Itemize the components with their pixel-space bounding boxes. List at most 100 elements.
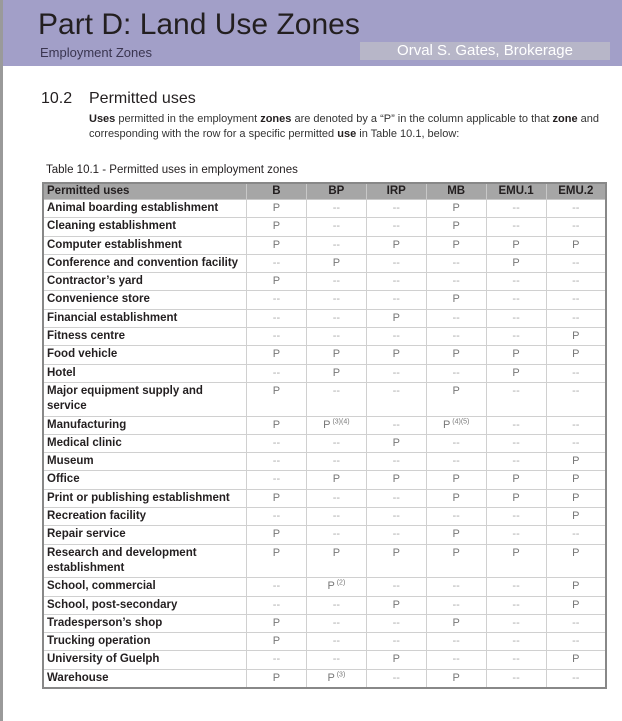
table-row: Fitness centre -- -- -- -- -- P	[42, 327, 607, 347]
permitted-uses-table: Permitted uses B BP IRP MB EMU.1 EMU.2 Animal …	[42, 182, 607, 690]
use-name: Food vehicle	[42, 345, 247, 365]
footnote-ref: (3)	[334, 671, 346, 679]
permission-cell: P	[485, 470, 547, 490]
permission-cell: --	[545, 525, 607, 545]
permission-cell: --	[545, 632, 607, 652]
intro-text: are denoted by a “P” in the column appli…	[291, 113, 553, 125]
table-row: Manufacturing P P (3)(4) -- P (4)(5) -- --	[42, 415, 607, 435]
permission-cell: P (3)	[305, 668, 367, 689]
permission-cell: --	[365, 217, 427, 237]
permission-cell: --	[485, 668, 547, 689]
permission-cell: --	[545, 272, 607, 292]
table-row: University of Guelph -- -- P -- -- P	[42, 650, 607, 670]
permission-cell: --	[545, 668, 607, 689]
permission-cell: P	[246, 632, 307, 652]
column-header: IRP	[365, 182, 427, 200]
permission-cell: --	[425, 595, 487, 615]
use-name: Trucking operation	[42, 632, 247, 652]
permission-cell: P	[485, 543, 547, 579]
use-name: Office	[42, 470, 247, 490]
permission-cell: --	[545, 308, 607, 329]
permission-cell: --	[545, 253, 607, 274]
permission-cell: P	[425, 543, 487, 579]
table-row: Medical clinic -- -- P -- -- --	[42, 433, 607, 454]
permission-cell: --	[485, 217, 547, 237]
permission-cell: P	[425, 198, 487, 219]
permission-cell: P	[425, 345, 487, 365]
table-row: School, post-secondary -- -- P -- -- P	[42, 595, 607, 615]
page-subtitle: Employment Zones	[40, 45, 152, 60]
permission-cell: --	[246, 577, 307, 597]
use-name: Museum	[42, 452, 247, 472]
permission-cell: P	[246, 668, 307, 689]
permission-cell: P	[545, 452, 607, 472]
column-header: B	[246, 182, 307, 200]
permission-cell: P	[485, 235, 547, 255]
table-row: Convenience store -- -- -- P -- --	[42, 290, 607, 310]
permission-cell: P	[425, 488, 487, 509]
use-name: Hotel	[42, 363, 247, 383]
use-name: Research and development establishment	[42, 543, 247, 579]
footnote-ref: (2)	[334, 579, 346, 587]
permission-cell: P	[365, 595, 427, 615]
permission-cell: --	[545, 433, 607, 454]
permission-cell: P	[246, 543, 307, 579]
permission-cell: --	[485, 632, 547, 652]
permission-cell: --	[545, 363, 607, 383]
permission-cell: --	[365, 272, 427, 292]
use-name: School, commercial	[42, 577, 247, 597]
use-name: Conference and convention facility	[42, 253, 247, 274]
permission-cell: P (2)	[305, 577, 367, 597]
table-row: Trucking operation P -- -- -- -- --	[42, 632, 607, 652]
permission-cell: --	[425, 363, 487, 383]
permission-cell: --	[425, 507, 487, 527]
use-name: Print or publishing establishment	[42, 488, 247, 509]
use-name: Contractor’s yard	[42, 272, 247, 292]
permission-cell: --	[305, 198, 367, 219]
permission-cell: --	[425, 577, 487, 597]
permission-cell: P	[246, 272, 307, 292]
permission-cell: --	[425, 272, 487, 292]
permission-cell: P	[545, 345, 607, 365]
table-row: Research and development establishment P P…	[42, 543, 607, 579]
intro-text: and corresponding with the row for a spe…	[89, 113, 599, 140]
permission-cell: --	[305, 613, 367, 634]
permission-cell: --	[485, 272, 547, 292]
permission-cell: P (3)(4)	[305, 415, 367, 435]
permission-cell: P	[485, 363, 547, 383]
intro-bold-term: zone	[552, 113, 578, 125]
permission-cell: --	[305, 308, 367, 329]
table-row: Major equipment supply and service P -- -- P…	[42, 381, 607, 417]
section-intro: Uses permitted in the employment zones a…	[89, 112, 604, 142]
permission-cell: --	[365, 415, 427, 435]
permission-cell: P	[545, 507, 607, 527]
section-number: 10.2	[41, 90, 73, 107]
table-row: Contractor’s yard P -- -- -- -- --	[42, 272, 607, 292]
column-header: EMU.1	[485, 182, 547, 200]
use-name: Fitness centre	[42, 327, 247, 347]
intro-text: in Table 10.1, below:	[356, 128, 460, 140]
permission-cell: --	[485, 525, 547, 545]
permission-cell: --	[246, 433, 307, 454]
permission-cell: P	[545, 488, 607, 509]
table-row: Office -- P P P P P	[42, 470, 607, 490]
use-name: Convenience store	[42, 290, 247, 310]
table-body: Animal boarding establishment P -- -- P -- -- C…	[42, 198, 607, 689]
table-row: Cleaning establishment P -- -- P -- --	[42, 217, 607, 237]
permission-cell: P	[246, 415, 307, 435]
use-name: University of Guelph	[42, 650, 247, 670]
use-name: Repair service	[42, 525, 247, 545]
table-row: Conference and convention facility -- P -- -…	[42, 253, 607, 274]
permission-cell: P	[305, 363, 367, 383]
permission-cell: P	[365, 650, 427, 670]
column-header: Permitted uses	[42, 182, 247, 200]
permission-cell: P	[485, 253, 547, 274]
permission-cell: --	[305, 525, 367, 545]
permission-cell: P	[246, 235, 307, 255]
page-title: Part D: Land Use Zones	[38, 8, 360, 41]
permission-cell: --	[246, 253, 307, 274]
table-row: Print or publishing establishment P -- -- P P…	[42, 488, 607, 509]
permission-cell: P	[246, 217, 307, 237]
permission-cell: --	[485, 415, 547, 435]
permission-cell: P	[545, 327, 607, 347]
